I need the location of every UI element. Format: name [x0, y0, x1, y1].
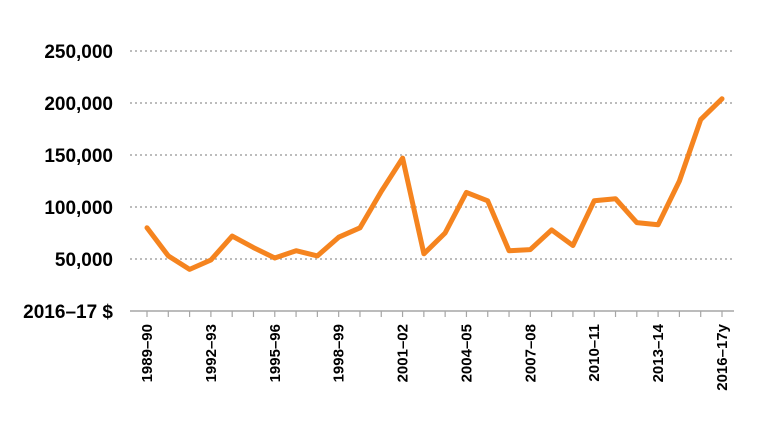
- x-tick-label: 1998–99: [331, 324, 348, 382]
- y-tick-label: 150,000: [44, 146, 113, 167]
- y-tick-labels: 50,000 100,000 150,000 200,000 250,000: [44, 42, 113, 271]
- y-tick-label: 100,000: [44, 198, 113, 219]
- x-tick-label: 2013–14: [650, 323, 667, 382]
- series-line: [144, 96, 725, 272]
- x-tick-label: 2016–17y: [714, 323, 731, 390]
- y-tick-label: 50,000: [55, 250, 113, 271]
- y-tick-label: 200,000: [44, 94, 113, 115]
- gridlines: [130, 50, 734, 260]
- x-tick-labels: 1989–90 1992–93 1995–96 1998–99 2001–02 2004–…: [139, 323, 731, 390]
- x-tick-label: 1995–96: [267, 324, 284, 382]
- x-tick-label: 2004–05: [458, 324, 475, 382]
- y-tick-label: 250,000: [44, 42, 113, 63]
- x-tick-label: 1989–90: [139, 324, 156, 382]
- axes: [130, 310, 734, 317]
- unit-label: 2016–17 $: [23, 302, 113, 323]
- x-tick-label: 1992–93: [203, 324, 220, 382]
- series-layer: [144, 96, 725, 272]
- x-tick-label: 2007–08: [522, 324, 539, 382]
- x-tick-label: 2001–02: [395, 324, 412, 382]
- x-tick-label: 2010–11: [586, 324, 603, 382]
